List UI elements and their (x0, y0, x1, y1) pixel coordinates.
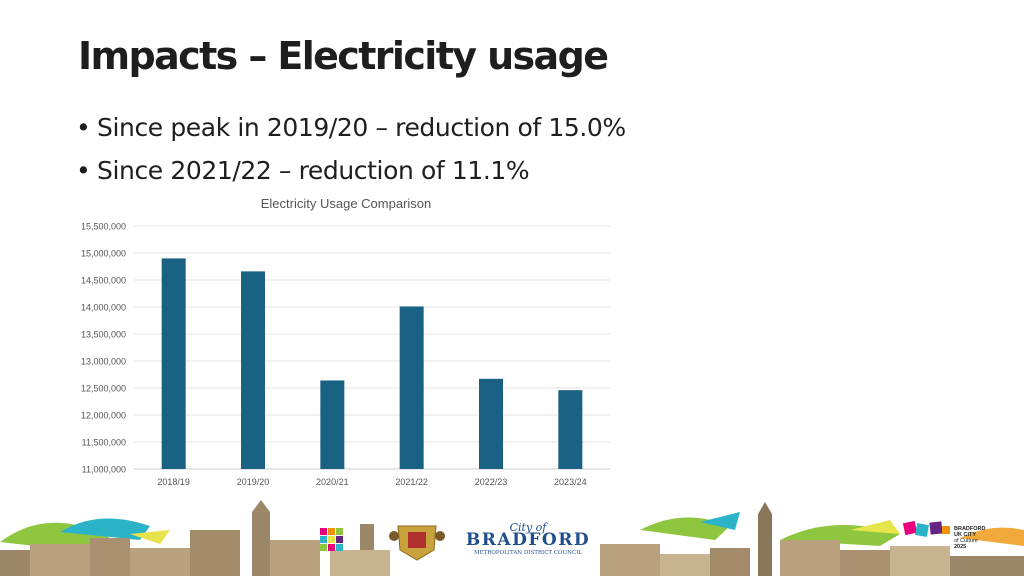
x-tick-label: 2021/22 (395, 477, 428, 487)
bar (558, 390, 583, 469)
bullet-list: • Since peak in 2019/20 – reduction of 15… (76, 112, 626, 198)
x-axis-ticks: 2018/19 2019/20 2020/21 2021/22 2022/23 2023/… (157, 477, 586, 487)
bullet-dot: • (76, 156, 91, 185)
bullet-dot: • (76, 113, 91, 142)
bullet-text: Since 2021/22 – reduction of 11.1% (97, 156, 530, 185)
y-axis-ticks: 11,000,000 11,500,000 12,000,000 12,500,000… (81, 222, 126, 475)
skyline-left (0, 500, 390, 576)
y-tick-label: 11,000,000 (82, 465, 126, 475)
x-tick-label: 2018/19 (157, 477, 190, 487)
city-of-culture-logo (902, 520, 950, 537)
bullet-item: • Since peak in 2019/20 – reduction of 15… (76, 112, 626, 155)
bar (399, 306, 424, 469)
y-tick-label: 13,000,000 (81, 357, 126, 367)
council-city-label: City of (510, 521, 549, 534)
chart-gridlines (134, 225, 610, 470)
y-tick-label: 11,500,000 (82, 438, 126, 448)
y-tick-label: 15,000,000 (81, 249, 126, 259)
x-tick-label: 2023/24 (554, 477, 587, 487)
chart-bars (161, 258, 583, 469)
culture-grid-logo (320, 528, 343, 551)
y-tick-label: 12,000,000 (81, 411, 126, 421)
culture-line-4: 2025 (954, 544, 966, 550)
bullet-item: • Since 2021/22 – reduction of 11.1% (76, 155, 626, 198)
bar (161, 258, 186, 469)
y-tick-label: 14,000,000 (81, 303, 126, 313)
council-name-logo: BRADFORD (466, 530, 590, 550)
slide-title: Impacts – Electricity usage (78, 34, 609, 78)
x-tick-label: 2019/20 (237, 477, 270, 487)
x-tick-label: 2022/23 (475, 477, 508, 487)
council-subtitle: METROPOLITAN DISTRICT COUNCIL (474, 550, 582, 556)
electricity-usage-chart: Electricity Usage Comparison 11,000,0001… (81, 196, 610, 487)
culture-line-1: BRADFORD (954, 526, 985, 532)
culture-line-2: UK CITY (954, 532, 976, 538)
skyline-right (600, 502, 1024, 576)
bullet-text: Since peak in 2019/20 – reduction of 15.… (97, 113, 626, 142)
bar (320, 380, 345, 469)
bradford-skyline-banner: City of BRADFORD METROPOLITAN DISTRICT C… (0, 500, 1024, 576)
chart-title: Electricity Usage Comparison (261, 196, 432, 211)
y-tick-label: 15,500,000 (81, 222, 126, 232)
culture-line-3: of Culture (954, 538, 978, 544)
x-tick-label: 2020/21 (316, 477, 349, 487)
y-tick-label: 13,500,000 (81, 330, 126, 340)
bar (479, 378, 503, 469)
y-tick-label: 14,500,000 (81, 276, 126, 286)
bar (241, 271, 265, 469)
y-tick-label: 12,500,000 (81, 384, 126, 394)
council-crest-icon (389, 525, 445, 561)
